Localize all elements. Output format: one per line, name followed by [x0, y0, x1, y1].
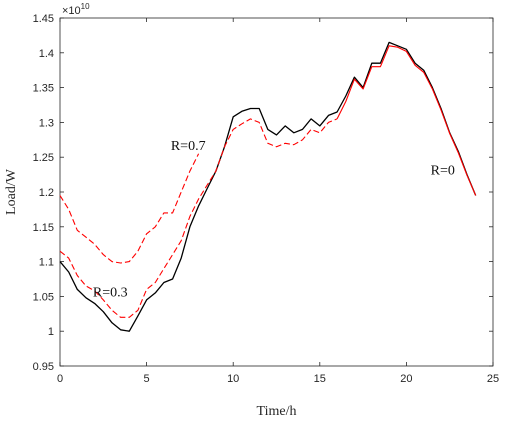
- annotation-label-2: R=0.3: [93, 285, 128, 300]
- x-tick-label: 10: [227, 373, 239, 385]
- y-axis-label: Load/W: [4, 168, 19, 215]
- plot-frame: [59, 17, 494, 367]
- y-tick-label: 1.15: [33, 222, 54, 234]
- series-line-2: [59, 118, 338, 318]
- x-tick-label: 0: [57, 373, 63, 385]
- y-tick-label: 1.3: [39, 117, 54, 129]
- x-tick-label: 20: [400, 373, 412, 385]
- y-tick-label: 1.4: [39, 48, 54, 60]
- x-tick-label: 25: [487, 373, 499, 385]
- x-tick-label: 15: [314, 373, 326, 385]
- y-tick-label: 1.05: [33, 291, 54, 303]
- y-tick-label: 1.45: [33, 13, 54, 25]
- x-tick-label: 5: [144, 373, 150, 385]
- annotation-label-1: R=0.7: [171, 139, 206, 154]
- series-line-3: [59, 153, 200, 264]
- axes: 0 5 10 15 20 25 0.95 1 1.05 1.1 1.15 1.2 1.25 1.3 1.35…: [4, 2, 499, 419]
- annotations: R=0.7 R=0.3 R=0: [93, 139, 455, 300]
- series-line-4: [336, 45, 477, 196]
- y-tick-label: 1.1: [39, 257, 54, 269]
- series-line-1: [59, 41, 477, 332]
- annotation-label-3: R=0: [431, 164, 455, 179]
- x-axis-label: Time/h: [257, 404, 297, 419]
- y-tick-label: 0.95: [33, 361, 54, 373]
- y-tick-label: 1.35: [33, 83, 54, 95]
- y-multiplier-label: ×1010: [62, 2, 90, 17]
- series-group: [59, 41, 477, 332]
- y-tick-label: 1.2: [39, 187, 54, 199]
- y-tick-label: 1.25: [33, 152, 54, 164]
- y-tick-label: 1: [48, 326, 54, 338]
